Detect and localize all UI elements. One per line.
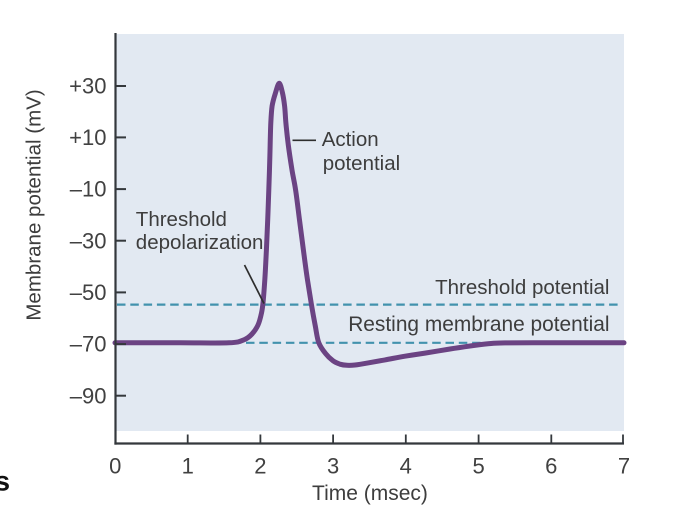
svg-text:3: 3 bbox=[327, 453, 339, 478]
svg-text:depolarization: depolarization bbox=[136, 231, 264, 254]
svg-text:5: 5 bbox=[472, 453, 484, 478]
svg-text:Action: Action bbox=[322, 128, 379, 151]
svg-text:–30: –30 bbox=[70, 228, 107, 253]
svg-text:–90: –90 bbox=[70, 383, 107, 408]
svg-text:Threshold: Threshold bbox=[136, 208, 227, 231]
svg-text:0: 0 bbox=[109, 453, 121, 478]
svg-text:4: 4 bbox=[400, 453, 412, 478]
svg-text:–10: –10 bbox=[70, 177, 107, 202]
svg-text:Threshold potential: Threshold potential bbox=[435, 276, 609, 299]
svg-text:2: 2 bbox=[254, 453, 266, 478]
svg-text:1: 1 bbox=[182, 453, 194, 478]
svg-text:Resting membrane potential: Resting membrane potential bbox=[348, 313, 609, 336]
svg-text:6: 6 bbox=[545, 453, 557, 478]
svg-text:–70: –70 bbox=[70, 332, 107, 357]
svg-text:s: s bbox=[0, 466, 10, 497]
svg-text:Time (msec): Time (msec) bbox=[312, 482, 428, 505]
svg-text:7: 7 bbox=[618, 453, 630, 478]
svg-text:+30: +30 bbox=[69, 74, 106, 99]
svg-text:–50: –50 bbox=[70, 280, 107, 305]
svg-text:potential: potential bbox=[323, 152, 401, 175]
svg-text:Membrane potential (mV): Membrane potential (mV) bbox=[23, 89, 46, 320]
svg-text:+10: +10 bbox=[69, 125, 106, 150]
